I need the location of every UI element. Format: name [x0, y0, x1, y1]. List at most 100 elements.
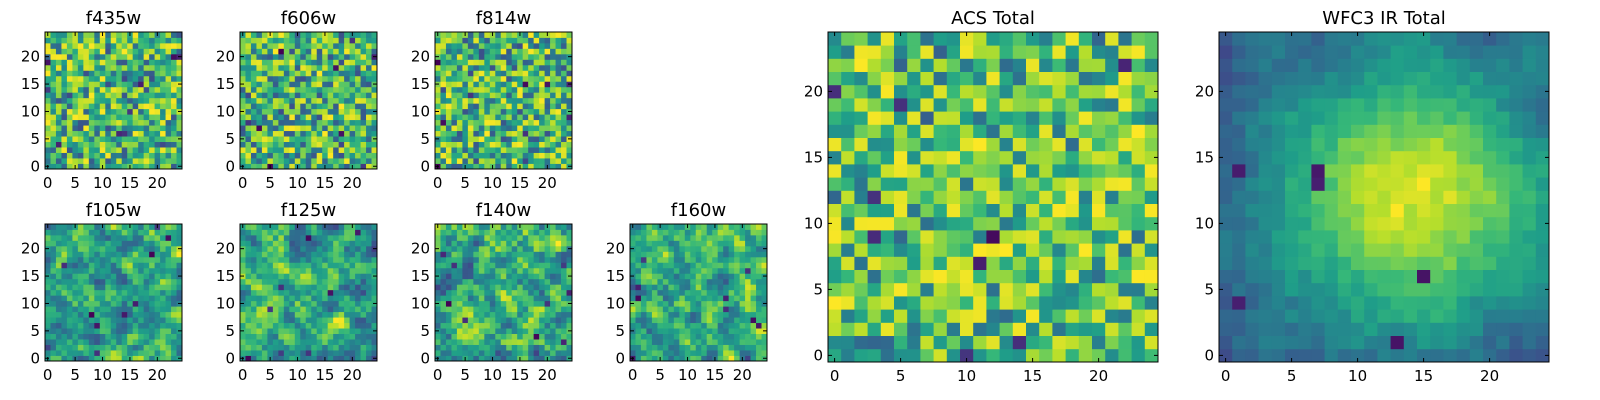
heatmap-cell [511, 245, 518, 252]
heatmap-cell [854, 230, 868, 244]
heatmap-cell [294, 64, 301, 71]
heatmap-cell [1105, 203, 1119, 218]
heatmap-cell [668, 355, 675, 362]
heatmap-cell [506, 86, 513, 93]
heatmap-cell [132, 53, 139, 60]
heatmap-cell [83, 295, 90, 302]
heatmap-cell [745, 355, 751, 362]
heatmap-cell [533, 355, 540, 362]
heatmap-cell [240, 234, 246, 241]
heatmap-cell [473, 229, 480, 236]
heatmap-cell [517, 125, 524, 132]
heatmap-cell [305, 262, 312, 269]
heatmap-cell [445, 295, 452, 302]
heatmap-cell [77, 152, 84, 159]
heatmap-cell [462, 152, 469, 159]
heatmap-cell [245, 147, 252, 153]
heatmap-cell [256, 289, 263, 296]
heatmap-cell [555, 306, 562, 313]
heatmap-cell [933, 322, 948, 336]
heatmap-cell [88, 295, 95, 302]
heatmap-cell [278, 333, 285, 340]
heatmap-cell [517, 240, 524, 247]
heatmap-cell [555, 108, 562, 115]
heatmap-cell [143, 136, 150, 142]
heatmap-cell [366, 53, 372, 60]
heatmap-cell [272, 295, 279, 302]
heatmap-cell [278, 350, 285, 356]
heatmap-cell [561, 278, 567, 285]
heatmap-cell [522, 97, 529, 104]
heatmap-cell [533, 53, 540, 60]
heatmap-cell [728, 328, 735, 334]
heatmap-cell [55, 42, 62, 49]
heatmap-cell [272, 311, 279, 318]
heatmap-cell [289, 306, 296, 313]
heatmap-cell [360, 289, 367, 296]
heatmap-cell [99, 158, 106, 164]
heatmap-cell [83, 136, 90, 142]
heatmap-cell [673, 267, 680, 274]
heatmap-cell [88, 141, 95, 148]
heatmap-cell [66, 114, 73, 121]
heatmap-cell [344, 141, 350, 148]
heatmap-cell [176, 311, 183, 318]
heatmap-cell [1078, 296, 1093, 310]
heatmap-cell [160, 42, 166, 49]
heatmap-cell [750, 306, 757, 313]
heatmap-cell [338, 284, 345, 291]
heatmap-cell [1131, 243, 1146, 257]
heatmap-cell [456, 42, 463, 49]
heatmap-cell [278, 64, 285, 71]
heatmap-cell [561, 344, 567, 351]
heatmap-cell [489, 70, 496, 77]
heatmap-cell [267, 284, 274, 291]
heatmap-cell [121, 273, 128, 280]
heatmap-cell [355, 158, 361, 164]
heatmap-cell [327, 136, 334, 142]
heatmap-cell [635, 311, 642, 318]
heatmap-cell [756, 300, 762, 307]
heatmap-cell [300, 48, 307, 55]
heatmap-cell [679, 317, 686, 324]
heatmap-cell [160, 273, 166, 280]
heatmap-cell [841, 190, 855, 204]
heatmap-cell [149, 86, 155, 93]
heatmap-cell [322, 114, 329, 121]
heatmap-cell [462, 48, 469, 55]
heatmap-cell [327, 81, 334, 88]
heatmap-cell [322, 108, 329, 115]
heatmap-cell [294, 81, 301, 88]
heatmap-cell [946, 230, 961, 244]
heatmap-cell [550, 92, 556, 99]
heatmap-cell [734, 350, 740, 356]
heatmap-cell [72, 136, 79, 142]
heatmap-cell [171, 97, 177, 104]
heatmap-cell [349, 86, 356, 93]
heatmap-cell [630, 317, 636, 324]
heatmap-cell [500, 152, 507, 159]
heatmap-cell [127, 158, 134, 164]
heatmap-cell [50, 119, 57, 126]
heatmap-cell [349, 114, 356, 121]
heatmap-cell [261, 53, 268, 60]
heatmap-cell [1052, 190, 1066, 204]
heatmap-cell [154, 152, 161, 159]
heatmap-cell [435, 59, 441, 66]
heatmap-cell [322, 119, 329, 126]
heatmap-cell [701, 333, 708, 340]
heatmap-cell [462, 125, 469, 132]
heatmap-cell [154, 251, 161, 258]
heatmap-cell [250, 229, 257, 236]
heatmap-cell [171, 92, 177, 99]
heatmap-cell [344, 103, 350, 110]
heatmap-cell [116, 32, 123, 38]
heatmap-cell [662, 267, 669, 274]
heatmap-cell [635, 267, 642, 274]
heatmap-cell [272, 278, 279, 285]
heatmap-cell [522, 75, 529, 82]
heatmap-cell [165, 108, 172, 115]
heatmap-cell [278, 147, 285, 153]
heatmap-cell [640, 333, 647, 340]
heatmap-cell [116, 344, 123, 351]
